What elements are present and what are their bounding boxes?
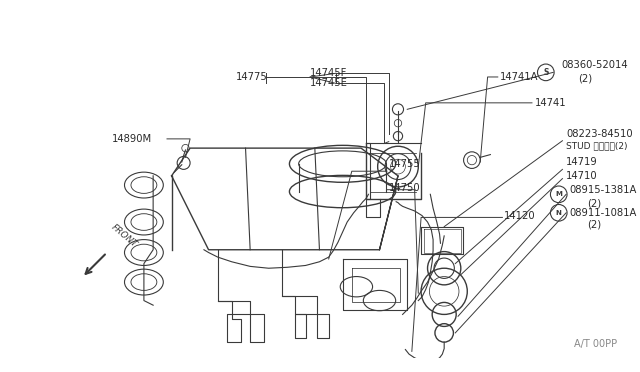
Text: 14750: 14750	[388, 183, 420, 193]
Text: 14755: 14755	[388, 159, 420, 169]
Text: 14745F: 14745F	[310, 68, 348, 78]
Text: 14719: 14719	[566, 157, 598, 167]
Text: A/T 00PP: A/T 00PP	[573, 339, 617, 349]
Text: N: N	[556, 210, 562, 216]
Text: (2): (2)	[578, 74, 592, 84]
Text: 14120: 14120	[504, 211, 536, 221]
Text: 14710: 14710	[566, 171, 598, 181]
Text: 14890M: 14890M	[111, 134, 152, 144]
Text: 14741: 14741	[535, 98, 566, 108]
Text: (2): (2)	[588, 199, 602, 209]
Text: S: S	[543, 68, 548, 77]
Text: 08360-52014: 08360-52014	[561, 60, 628, 70]
Text: 08223-84510: 08223-84510	[566, 129, 633, 139]
Text: M: M	[556, 191, 562, 197]
Text: (2): (2)	[588, 220, 602, 230]
Text: 14741A: 14741A	[500, 72, 538, 82]
Text: 14745E: 14745E	[310, 78, 348, 89]
Text: 14775: 14775	[236, 72, 268, 82]
Text: FRONT: FRONT	[109, 223, 139, 250]
Text: 08915-1381A: 08915-1381A	[570, 185, 637, 195]
Text: STUD スタッド(2): STUD スタッド(2)	[566, 142, 628, 151]
Text: 08911-1081A: 08911-1081A	[570, 208, 637, 218]
